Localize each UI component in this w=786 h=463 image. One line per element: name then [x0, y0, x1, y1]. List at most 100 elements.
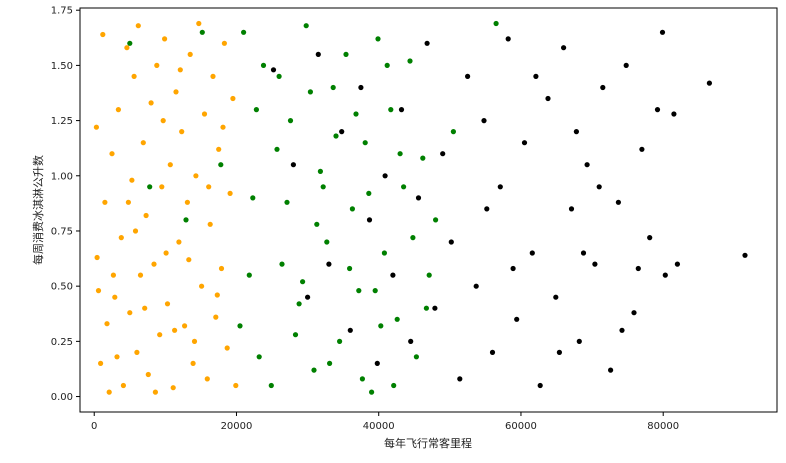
data-point-s0-20 [140, 140, 146, 146]
data-point-s2-27 [521, 140, 528, 146]
data-point-s0-52 [230, 95, 236, 102]
data-point-s1-24 [375, 36, 381, 42]
data-point-s1-16 [324, 239, 330, 245]
data-point-s1-40 [292, 332, 299, 338]
data-point-s1-23 [369, 389, 375, 395]
data-point-s2-17 [440, 151, 446, 157]
data-point-s0-30 [167, 162, 173, 168]
data-point-s2-20 [465, 73, 471, 79]
data-point-s0-40 [196, 20, 202, 27]
data-point-s0-17 [134, 349, 140, 355]
data-point-s0-60 [191, 338, 198, 344]
data-point-s2-34 [576, 338, 582, 344]
data-point-s1-52 [391, 382, 397, 389]
data-point-s2-25 [505, 36, 511, 42]
data-point-s1-45 [333, 133, 339, 139]
data-point-s2-9 [374, 360, 380, 366]
data-point-s1-53 [397, 151, 403, 157]
x-tick-label-3: 60000 [505, 421, 537, 432]
data-point-s0-38 [190, 360, 196, 366]
data-point-s2-37 [600, 84, 606, 91]
data-point-s2-13 [408, 338, 414, 344]
data-point-s1-39 [284, 199, 290, 205]
data-point-s0-32 [173, 89, 179, 95]
data-point-s1-4 [218, 162, 224, 168]
data-point-s1-3 [199, 29, 205, 35]
data-point-s1-1 [147, 184, 153, 190]
data-point-s2-30 [545, 95, 551, 102]
data-point-s2-31 [553, 294, 559, 300]
data-point-s0-7 [98, 360, 104, 366]
data-point-s2-57 [635, 265, 641, 272]
data-point-s2-28 [529, 250, 535, 256]
data-point-s0-23 [148, 100, 154, 106]
data-point-s0-1 [106, 389, 112, 395]
data-point-s2-45 [662, 272, 668, 278]
data-point-s2-48 [706, 80, 713, 86]
data-point-s0-45 [210, 73, 216, 79]
data-point-s0-63 [132, 228, 139, 234]
points-layer [93, 20, 748, 395]
data-point-s2-59 [573, 129, 580, 135]
y-tick-label-3: 0.75 [51, 226, 73, 237]
data-point-s2-14 [415, 195, 422, 201]
data-point-s2-29 [537, 382, 543, 389]
data-point-s0-16 [131, 73, 137, 79]
data-point-s1-36 [246, 272, 252, 278]
data-point-s0-57 [152, 389, 158, 395]
data-point-s1-12 [296, 301, 302, 307]
data-point-s1-25 [381, 250, 387, 256]
data-point-s0-15 [129, 177, 135, 183]
x-tick-label-4: 80000 [647, 421, 679, 432]
data-point-s1-47 [353, 111, 359, 117]
data-point-s2-56 [619, 327, 625, 333]
data-point-s2-21 [473, 283, 479, 289]
data-point-s0-21 [143, 212, 149, 219]
data-point-s0-59 [177, 67, 183, 73]
data-point-s2-6 [347, 327, 353, 333]
data-point-s1-34 [450, 129, 456, 135]
data-point-s0-5 [94, 254, 100, 261]
data-point-s1-37 [256, 354, 262, 360]
data-point-s1-44 [327, 360, 333, 366]
data-point-s0-51 [227, 190, 233, 196]
data-point-s0-8 [102, 199, 108, 205]
data-point-s1-59 [372, 288, 378, 294]
data-point-s0-61 [206, 184, 212, 190]
data-point-s2-50 [484, 206, 490, 212]
data-point-s2-3 [315, 51, 321, 58]
data-point-s0-39 [193, 173, 199, 179]
data-point-s2-0 [270, 67, 277, 73]
y-tick-label-4: 1.00 [51, 171, 73, 182]
data-point-s2-42 [639, 146, 645, 152]
data-point-s0-53 [233, 382, 239, 389]
data-point-s2-55 [596, 184, 602, 190]
data-point-s2-44 [654, 107, 661, 113]
data-point-s0-65 [186, 257, 192, 263]
data-point-s1-17 [330, 84, 336, 91]
data-point-s2-38 [608, 367, 614, 373]
data-point-s0-34 [179, 129, 185, 135]
data-point-s0-33 [176, 239, 182, 245]
data-point-s0-44 [207, 221, 213, 227]
data-point-s1-6 [237, 323, 243, 329]
y-tick-label-6: 1.50 [51, 61, 73, 72]
data-point-s0-35 [182, 323, 188, 329]
data-point-s0-13 [124, 45, 130, 51]
data-point-s2-4 [326, 261, 332, 267]
data-point-s0-18 [135, 23, 141, 29]
data-point-s2-52 [533, 73, 539, 79]
data-point-s0-14 [127, 310, 133, 316]
data-point-s1-55 [423, 305, 429, 311]
data-point-s1-0 [127, 40, 133, 46]
data-point-s1-51 [384, 62, 390, 68]
data-point-s0-47 [216, 146, 222, 152]
data-point-s1-15 [317, 168, 323, 174]
data-point-s0-42 [201, 111, 208, 117]
data-point-s1-50 [378, 323, 384, 329]
data-point-s2-49 [742, 252, 748, 258]
data-point-s1-42 [307, 89, 313, 95]
data-point-s0-4 [93, 124, 99, 130]
data-point-s2-33 [568, 206, 575, 212]
